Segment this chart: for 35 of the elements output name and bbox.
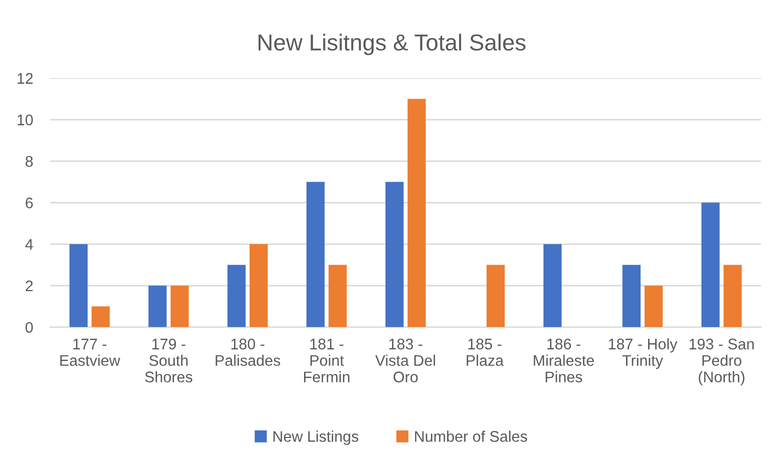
- bar: [486, 264, 505, 328]
- y-tick-label: 12: [18, 73, 33, 84]
- bar: [724, 264, 742, 328]
- bar: [69, 244, 88, 328]
- bar: [328, 264, 347, 328]
- x-tick-label: 179 - South Shores: [145, 338, 192, 382]
- y-tick-label: 6: [26, 198, 33, 208]
- y-tick-label: 10: [18, 114, 33, 126]
- y-tick-label: 8: [26, 156, 33, 167]
- bar: [92, 306, 110, 328]
- x-tick-label: 187 - Holy Trinity: [608, 338, 678, 369]
- legend-label: Number of Sales: [415, 430, 528, 442]
- x-tick-label: 180 - Palisades: [216, 338, 280, 366]
- chart-title: New Lisitngs & Total Sales: [258, 34, 526, 56]
- x-tick-label: 185 - Plaza: [466, 338, 504, 366]
- y-tick-label: 0: [26, 322, 33, 333]
- x-tick-label: 193 - San Pedro (North): [690, 338, 754, 386]
- bar: [408, 98, 426, 328]
- x-tick-label: 183 - Vista Del Oro: [375, 338, 436, 382]
- x-tick-label: 177 - Eastview: [60, 338, 120, 366]
- bar: [148, 286, 167, 328]
- bar: [227, 264, 246, 328]
- bar: [543, 244, 562, 328]
- bar: [170, 286, 189, 328]
- x-tick-label: 181 - Point Fermin: [304, 338, 350, 382]
- x-tick-label: 186 - Miraleste Pines: [534, 338, 594, 382]
- bar: [385, 182, 404, 328]
- bar: [622, 264, 641, 328]
- y-tick-label: 4: [25, 239, 33, 250]
- legend-label: New Listings: [273, 430, 358, 445]
- bar: [701, 202, 720, 328]
- bar: [306, 182, 325, 328]
- bar: [250, 244, 268, 328]
- bar: [644, 286, 663, 328]
- y-tick-label: 2: [26, 280, 33, 292]
